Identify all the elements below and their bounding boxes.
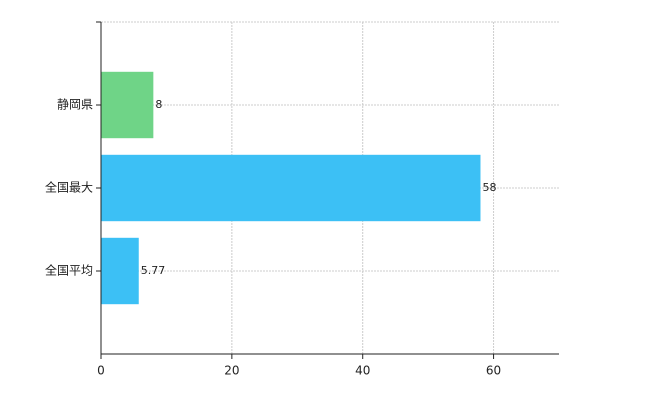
y-tick-label: 全国最大 — [45, 180, 93, 195]
x-tick-label: 20 — [224, 364, 239, 378]
x-tick-label: 60 — [486, 364, 501, 378]
value-label: 58 — [482, 181, 496, 194]
bar — [101, 154, 481, 222]
bar — [101, 71, 154, 139]
x-tick-label: 0 — [97, 364, 105, 378]
value-label: 8 — [155, 98, 162, 111]
y-tick-label: 静岡県 — [57, 98, 93, 112]
bar — [101, 237, 139, 305]
x-tick-label: 40 — [355, 364, 370, 378]
y-tick-label: 全国平均 — [45, 263, 93, 278]
value-label: 5.77 — [141, 264, 166, 277]
